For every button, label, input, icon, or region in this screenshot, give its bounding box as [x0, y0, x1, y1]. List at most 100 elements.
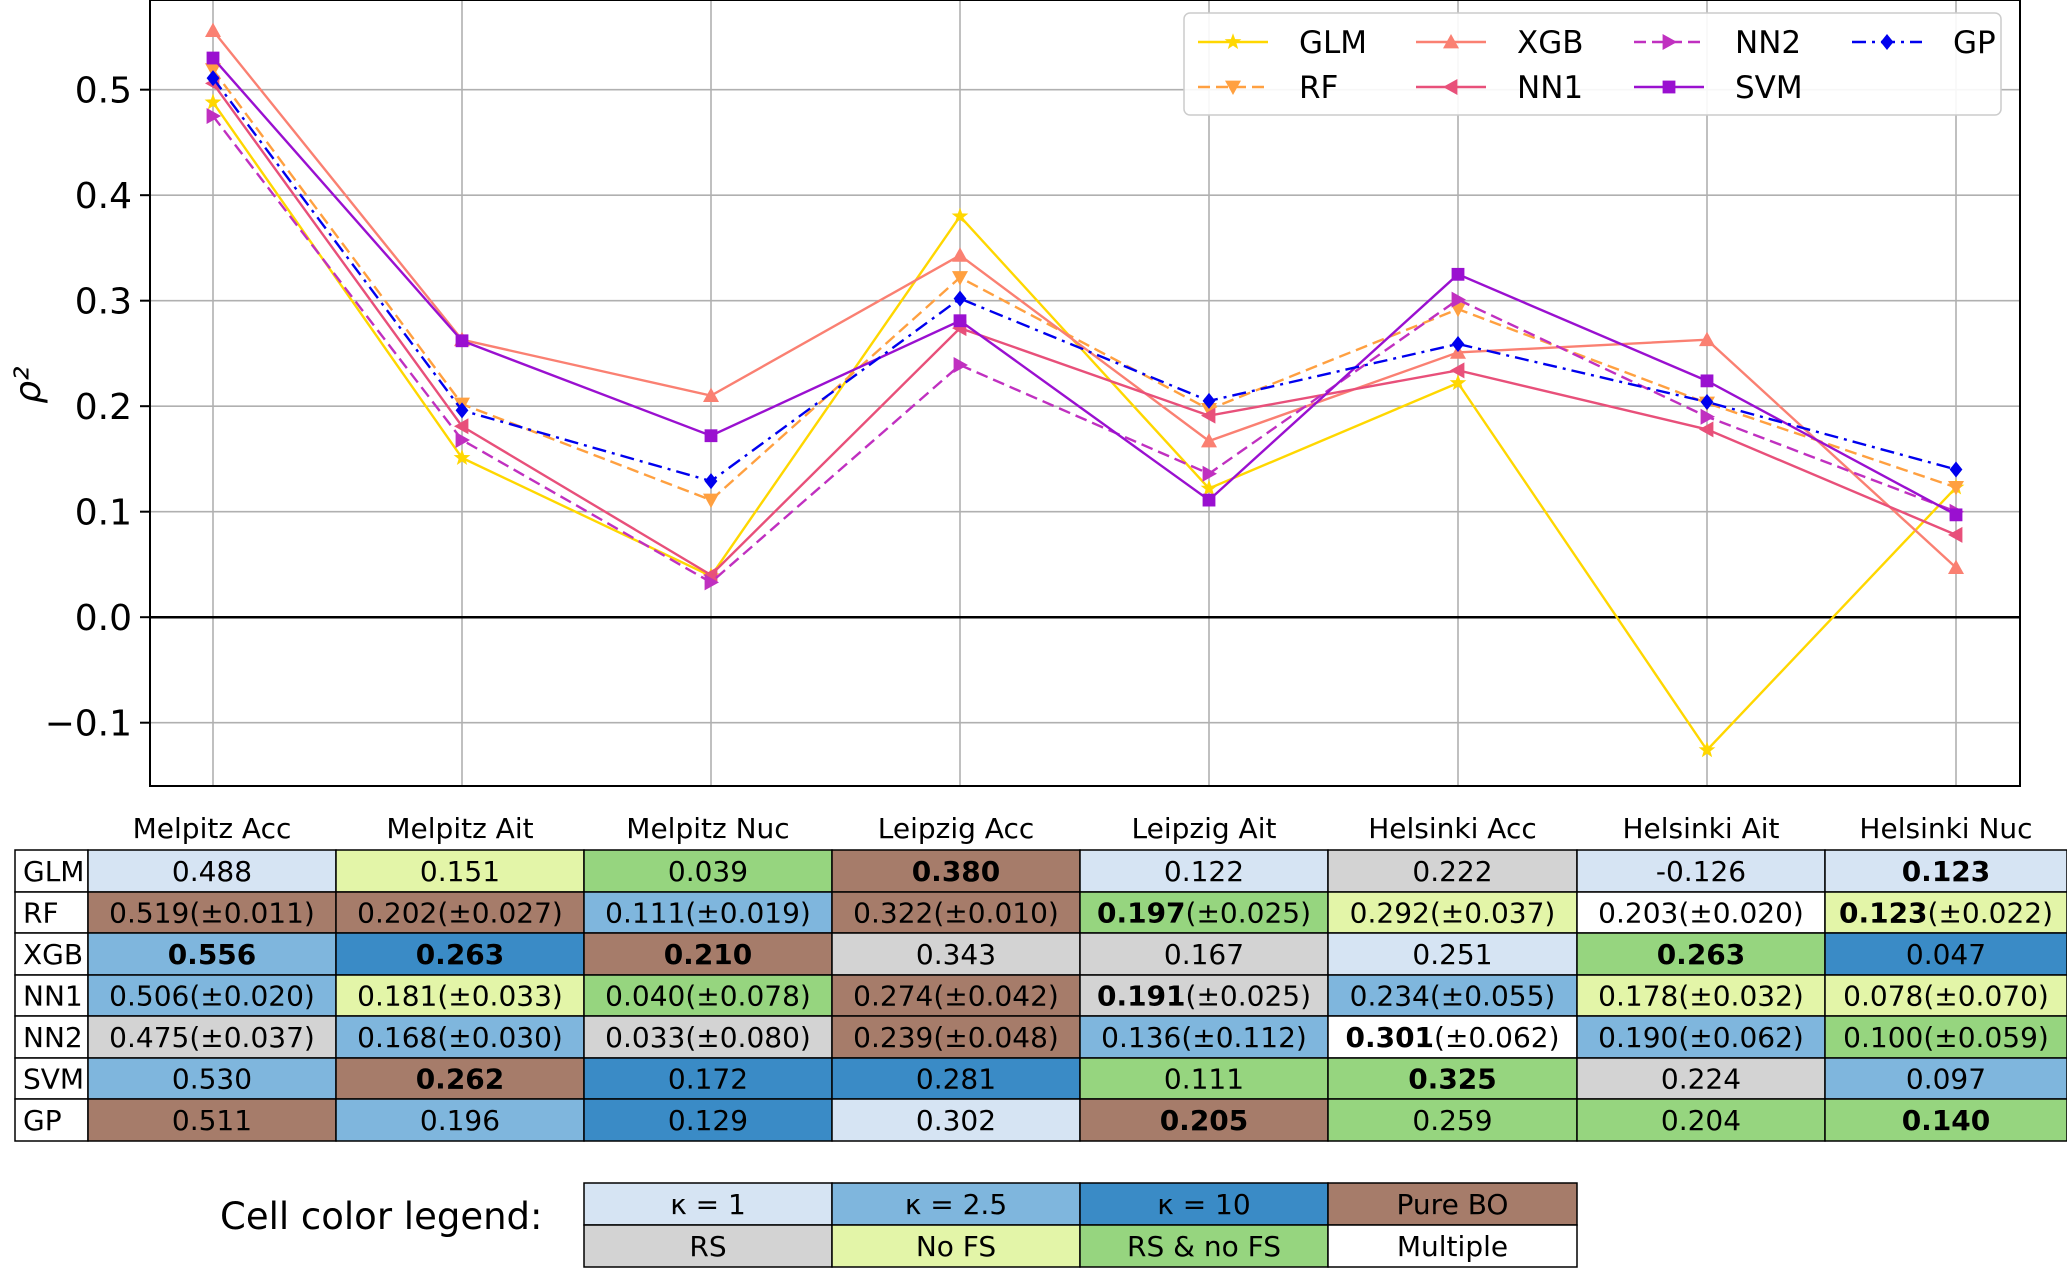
table-cell	[831, 1015, 1081, 1059]
legend-label-glm: GLM	[1299, 25, 1367, 61]
row-header-cell	[14, 1098, 89, 1142]
data-point-rf	[1948, 481, 1964, 496]
cell-main-value: 0.343	[916, 938, 996, 971]
cell-value: 0.475(±0.037)	[109, 1021, 315, 1054]
cell-uncertainty: (±0.027)	[437, 897, 562, 930]
cell-main-value: 0.224	[1661, 1063, 1741, 1096]
data-point-rf	[952, 271, 968, 286]
cell-main-value: 0.239	[853, 1021, 933, 1054]
series-line-svm	[212, 57, 1957, 516]
color-legend-entry: Multiple	[1327, 1224, 1578, 1268]
series-glm	[204, 93, 1965, 758]
cell-main-value: 0.129	[668, 1104, 748, 1137]
column-header: Helsinki Nuc	[1859, 812, 2032, 845]
column-header: Helsinki Ait	[1623, 812, 1780, 845]
cell-main-value: 0.111	[1164, 1063, 1244, 1096]
data-point-gp	[455, 402, 469, 419]
cell-main-value: 0.181	[357, 980, 437, 1013]
cell-uncertainty: (±0.033)	[437, 980, 562, 1013]
table-cell	[87, 1015, 337, 1059]
cell-uncertainty: (±0.019)	[685, 897, 810, 930]
row-label: SVM	[23, 1063, 84, 1096]
data-point-svm	[704, 429, 718, 443]
cell-main-value: 0.196	[420, 1104, 500, 1137]
table-cell	[1824, 1015, 2067, 1059]
column-header: Melpitz Nuc	[626, 812, 789, 845]
series-line-rf	[212, 68, 1957, 502]
table-cell	[1327, 891, 1578, 934]
color-legend-entry: Pure BO	[1327, 1182, 1578, 1226]
data-point-glm	[1449, 374, 1467, 391]
table-cell	[335, 891, 585, 934]
cell-main-value: 0.111	[605, 897, 685, 930]
row-label: RF	[23, 897, 59, 930]
data-point-glm	[453, 449, 471, 466]
cell-main-value: 0.178	[1598, 980, 1678, 1013]
color-legend-label: Pure BO	[1397, 1188, 1509, 1221]
legend-marker-gp	[1880, 34, 1894, 50]
cell-main-value: 0.251	[1412, 938, 1492, 971]
cell-main-value: 0.172	[668, 1063, 748, 1096]
legend-marker-nn2	[1662, 34, 1677, 50]
cell-main-value: 0.168	[357, 1021, 437, 1054]
table-cell	[87, 974, 337, 1017]
data-point-xgb	[205, 22, 221, 37]
cell-value: 0.111	[1164, 1063, 1244, 1096]
cell-value: 0.181(±0.033)	[357, 980, 563, 1013]
row-header-cell	[14, 1057, 89, 1100]
table-cell	[831, 1098, 1081, 1142]
legend-box	[1183, 12, 2002, 116]
cell-main-value: 0.380	[912, 855, 1001, 888]
cell-uncertainty: (±0.020)	[189, 980, 314, 1013]
table-cell	[1824, 932, 2067, 976]
data-point-svm	[1451, 267, 1465, 281]
cell-main-value: 0.205	[1160, 1104, 1249, 1137]
cell-value: 0.322(±0.010)	[853, 897, 1059, 930]
legend: GLM XGB NN2 GP RF NN1 SVM	[1183, 12, 2002, 116]
cell-main-value: 0.302	[916, 1104, 996, 1137]
series-line-xgb	[212, 29, 1957, 569]
y-tick-label: 0.0	[75, 598, 132, 639]
table-cell	[1576, 974, 1826, 1017]
column-header: Helsinki Acc	[1368, 812, 1537, 845]
cell-uncertainty: (±0.037)	[1430, 897, 1555, 930]
table-cell	[335, 1057, 585, 1100]
data-point-nn2	[953, 357, 968, 374]
cell-main-value: 0.202	[357, 897, 437, 930]
cell-uncertainty: (±0.030)	[437, 1021, 562, 1054]
cell-main-value: 0.234	[1350, 980, 1430, 1013]
data-point-nn2	[704, 574, 719, 591]
cell-value: 0.167	[1164, 938, 1244, 971]
data-point-glm	[204, 93, 222, 110]
cell-value: 0.205	[1160, 1104, 1249, 1137]
cell-main-value: 0.167	[1164, 938, 1244, 971]
table-row: XGB 0.556 0.263 0.210 0.343 0.167 0.251 0.263 0.…	[14, 932, 2067, 976]
cell-value: 0.302	[916, 1104, 996, 1137]
cell-value: 0.122	[1164, 855, 1244, 888]
cell-value: 0.097	[1906, 1063, 1986, 1096]
cell-main-value: 0.100	[1843, 1021, 1923, 1054]
cell-value: 0.259	[1412, 1104, 1492, 1137]
data-point-svm	[1949, 508, 1963, 522]
cell-value: 0.123	[1902, 855, 1991, 888]
cell-main-value: 0.203	[1598, 897, 1678, 930]
row-label: GP	[23, 1104, 62, 1137]
cell-main-value: 0.263	[416, 938, 505, 971]
y-axis-label: ρ²	[8, 366, 49, 403]
legend-marker-glm	[1224, 33, 1242, 50]
data-point-rf	[1201, 402, 1217, 418]
grid-layer	[150, 0, 2020, 786]
legend-item-xgb: XGB	[1416, 25, 1584, 61]
cell-value: 0.191(±0.025)	[1097, 980, 1311, 1013]
cell-main-value: 0.222	[1412, 855, 1492, 888]
series-line-nn2	[212, 115, 1957, 584]
y-tick-label: −0.1	[45, 704, 132, 745]
table-cell	[1327, 1057, 1578, 1100]
legend-item-nn2: NN2	[1634, 25, 1801, 61]
table-row: RF 0.519(±0.011) 0.202(±0.027) 0.111(±0.019…	[14, 891, 2067, 934]
legend-label-nn1: NN1	[1517, 70, 1583, 106]
data-point-glm	[1698, 741, 1716, 758]
row-header-cell	[14, 1015, 89, 1059]
cell-main-value: 0.506	[109, 980, 189, 1013]
cell-main-value: -0.126	[1656, 855, 1746, 888]
